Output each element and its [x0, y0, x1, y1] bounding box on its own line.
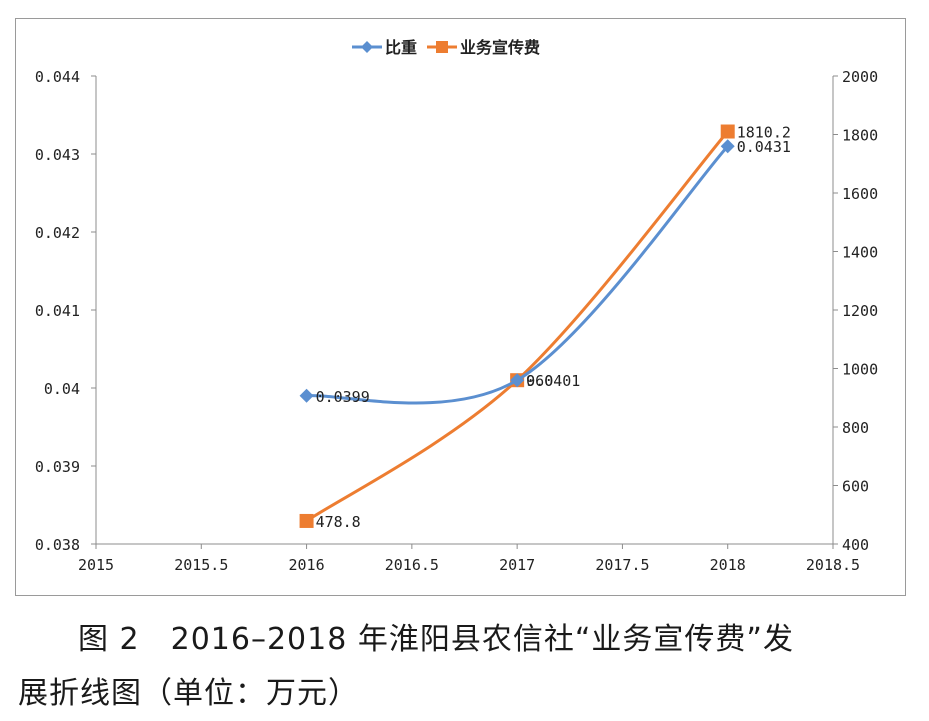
chart-frame — [15, 18, 906, 596]
right-y-tick-label: 600 — [842, 478, 869, 496]
data-label-publicity-fee: 1810.2 — [737, 124, 791, 142]
figure-caption-line1: 图 2 2016–2018 年淮阳县农信社“业务宣传费”发 — [78, 622, 794, 657]
data-label-ratio: 0.0401 — [526, 372, 580, 390]
figure-caption-line2: 展折线图（单位：万元） — [18, 676, 359, 711]
x-tick-label: 2015.5 — [174, 556, 228, 574]
left-y-tick-label: 0.041 — [35, 302, 80, 320]
x-tick-label: 2016 — [289, 556, 325, 574]
data-point-ratio — [510, 373, 525, 388]
x-tick-label: 2017.5 — [595, 556, 649, 574]
right-y-tick-label: 1400 — [842, 244, 878, 262]
data-label-publicity-fee: 960 — [526, 372, 553, 390]
x-tick-label: 2017 — [499, 556, 535, 574]
x-tick-label: 2015 — [78, 556, 114, 574]
x-tick-label: 2016.5 — [385, 556, 439, 574]
data-label-ratio: 0.0399 — [316, 388, 370, 406]
left-y-tick-label: 0.044 — [35, 68, 80, 86]
left-y-tick-label: 0.042 — [35, 224, 80, 242]
x-tick-label: 2018.5 — [806, 556, 860, 574]
x-tick-label: 2018 — [710, 556, 746, 574]
left-y-tick-label: 0.04 — [44, 380, 80, 398]
legend-marker-ratio — [361, 41, 373, 53]
series-line-publicity-fee — [305, 130, 730, 523]
left-y-tick-label: 0.039 — [35, 458, 80, 476]
legend-marker-publicity-fee — [436, 41, 448, 53]
left-y-tick-label: 0.043 — [35, 146, 80, 164]
right-y-tick-label: 1200 — [842, 302, 878, 320]
series-line-ratio — [305, 144, 730, 405]
data-label-publicity-fee: 478.8 — [316, 513, 361, 531]
data-label-ratio: 0.0431 — [737, 138, 791, 156]
data-point-publicity-fee — [720, 124, 735, 139]
right-y-tick-label: 1600 — [842, 185, 878, 203]
right-y-tick-label: 1000 — [842, 361, 878, 379]
right-y-tick-label: 800 — [842, 419, 869, 437]
right-y-tick-label: 1800 — [842, 127, 878, 145]
right-y-tick-label: 2000 — [842, 68, 878, 86]
right-y-tick-label: 400 — [842, 536, 869, 554]
legend-label-publicity-fee: 业务宣传费 — [460, 38, 540, 57]
data-point-publicity-fee — [299, 513, 314, 528]
legend-label-ratio: 比重 — [385, 38, 417, 57]
data-point-ratio — [299, 388, 314, 403]
left-y-tick-label: 0.038 — [35, 536, 80, 554]
data-point-ratio — [720, 139, 735, 154]
